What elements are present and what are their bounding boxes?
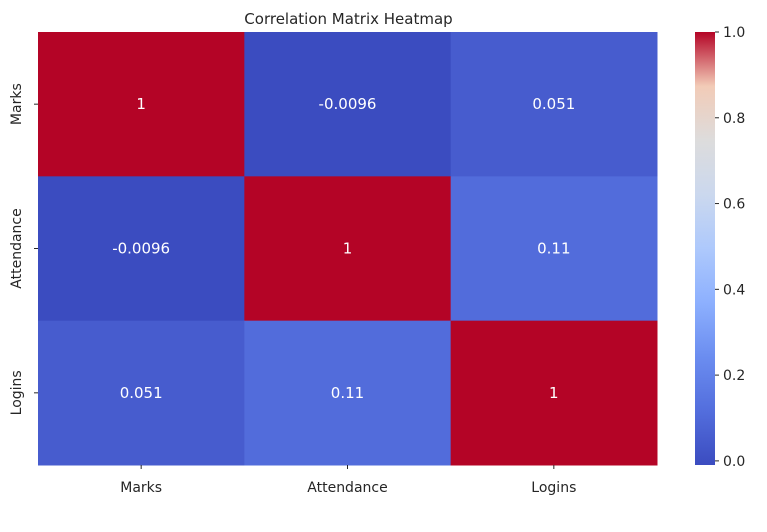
heatmap-cell-label-1-1: 1 (343, 240, 353, 258)
x-tick-label-2: Logins (531, 480, 576, 496)
colorbar-tick-label-5: 1.0 (723, 25, 745, 41)
heatmap-cell-label-0-2: 0.051 (532, 95, 575, 113)
heatmap-cell-label-2-2: 1 (549, 384, 559, 402)
colorbar-ticks: 0.0 0.2 0.4 0.6 0.8 1.0 (715, 25, 745, 470)
heatmap-cell-1-0 (38, 176, 245, 322)
colorbar-tick-label-0: 0.0 (723, 454, 745, 470)
heatmap-cell-2-2 (450, 320, 658, 466)
x-tick-label-0: Marks (120, 480, 162, 496)
y-tick-label-0: Marks (9, 83, 25, 125)
y-tick-label-1: Attendance (9, 208, 25, 288)
colorbar: 0.0 0.2 0.4 0.6 0.8 1.0 (695, 25, 745, 470)
heatmap-cell-label-2-0: 0.051 (120, 384, 163, 402)
colorbar-tick-label-1: 0.2 (723, 368, 745, 384)
heatmap-cell-0-0 (38, 32, 245, 177)
heatmap-cell-label-0-1: -0.0096 (319, 95, 377, 113)
colorbar-tick-label-2: 0.4 (723, 282, 745, 298)
y-axis: Marks Attendance Logins (9, 83, 38, 415)
y-tick-label-2: Logins (9, 370, 25, 415)
x-axis: Marks Attendance Logins (120, 465, 576, 496)
heatmap-cell-1-2 (450, 176, 658, 322)
colorbar-gradient (695, 32, 715, 465)
heatmap-cell-label-1-2: 0.11 (537, 240, 570, 258)
heatmap-cell-label-1-0: -0.0096 (112, 240, 170, 258)
heatmap-cells: 1 -0.0096 0.051 -0.0096 1 0.11 0.051 0.11 1 (38, 32, 658, 466)
heatmap-cell-label-2-1: 0.11 (331, 384, 364, 402)
heatmap-cell-0-1 (244, 32, 452, 177)
heatmap-cell-1-1 (244, 176, 452, 322)
colorbar-tick-label-3: 0.6 (723, 197, 745, 213)
heatmap-cell-0-2 (450, 32, 658, 177)
heatmap-cell-label-0-0: 1 (136, 95, 146, 113)
heatmap-cell-2-0 (38, 320, 245, 466)
x-tick-label-1: Attendance (307, 480, 387, 496)
chart-title: Correlation Matrix Heatmap (244, 10, 452, 28)
heatmap-cell-2-1 (244, 320, 452, 466)
colorbar-tick-label-4: 0.8 (723, 111, 745, 127)
